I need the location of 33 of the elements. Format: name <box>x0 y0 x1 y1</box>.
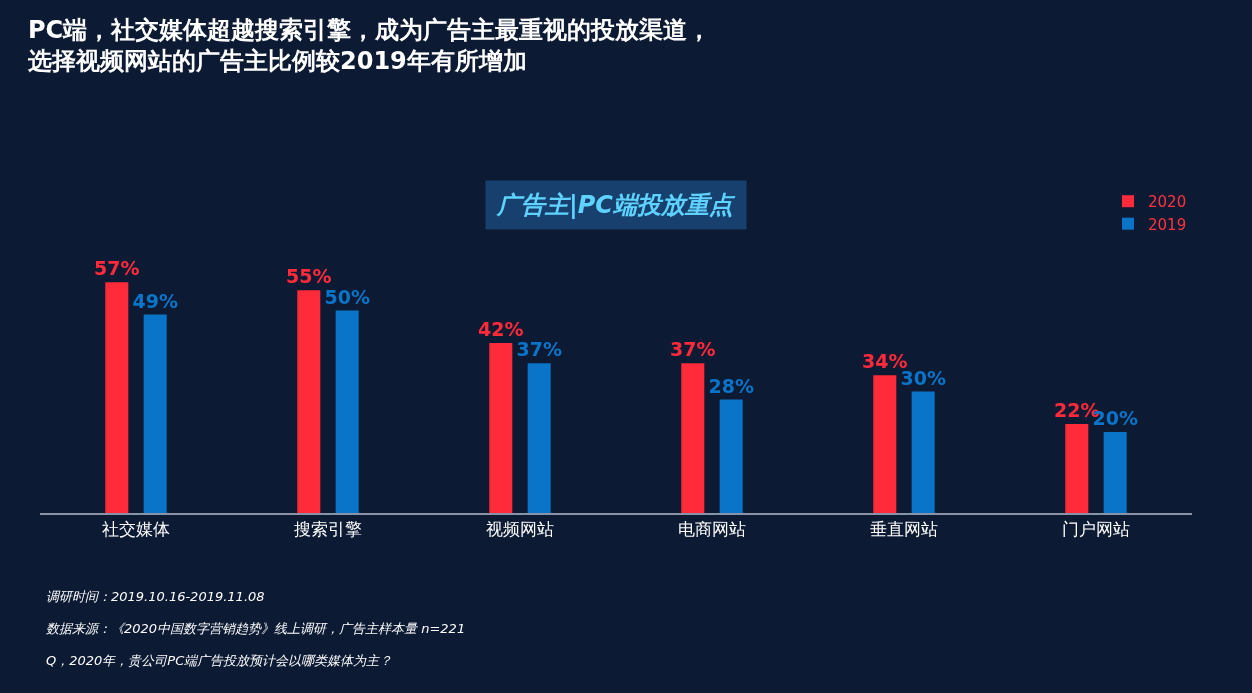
legend-label: 2019 <box>1148 215 1187 234</box>
data-label: 57% <box>94 257 140 280</box>
text: Q，2020年，贵公司PC端广告投放预计会以哪类媒体为主？ <box>46 653 393 668</box>
bar <box>105 282 129 513</box>
x-tick-label: 电商网站 <box>678 519 746 540</box>
x-tick-label: 门户网站 <box>1062 519 1130 540</box>
bar <box>911 391 935 513</box>
chart-title: PC端，社交媒体超越搜索引擎，成为广告主最重视的投放渠道，选择视频网站的广告主比例较2019年有所增加 <box>27 16 712 76</box>
legend-label: 2020 <box>1148 193 1187 212</box>
bar <box>527 363 551 513</box>
bar <box>297 290 321 513</box>
data-label: 55% <box>286 265 332 288</box>
bar <box>681 363 705 513</box>
bar <box>143 314 167 513</box>
data-label: 37% <box>516 338 562 361</box>
data-label: 42% <box>478 317 524 340</box>
source-note: 数据来源：《2020中国数字营销趋势》线上调研，广告主样本量 n=221 <box>46 621 466 636</box>
bar <box>1103 432 1127 513</box>
bar <box>489 342 513 513</box>
x-tick-label: 社交媒体 <box>102 519 170 540</box>
x-tick-label: 搜索引擎 <box>294 519 362 540</box>
chart-subtitle: 广告主|PC端投放重点 <box>496 191 736 219</box>
bar <box>873 375 897 513</box>
data-label: 50% <box>324 285 370 308</box>
text: 调研时间：2019.10.16-2019.11.08 <box>46 589 265 604</box>
bar <box>719 399 743 513</box>
bar <box>335 310 359 513</box>
x-tick-label: 垂直网站 <box>870 519 938 540</box>
data-label: 28% <box>708 374 754 397</box>
x-tick-label: 视频网站 <box>486 519 554 540</box>
data-label: 37% <box>670 338 716 361</box>
bar <box>1065 423 1089 513</box>
data-label: 49% <box>132 289 178 312</box>
